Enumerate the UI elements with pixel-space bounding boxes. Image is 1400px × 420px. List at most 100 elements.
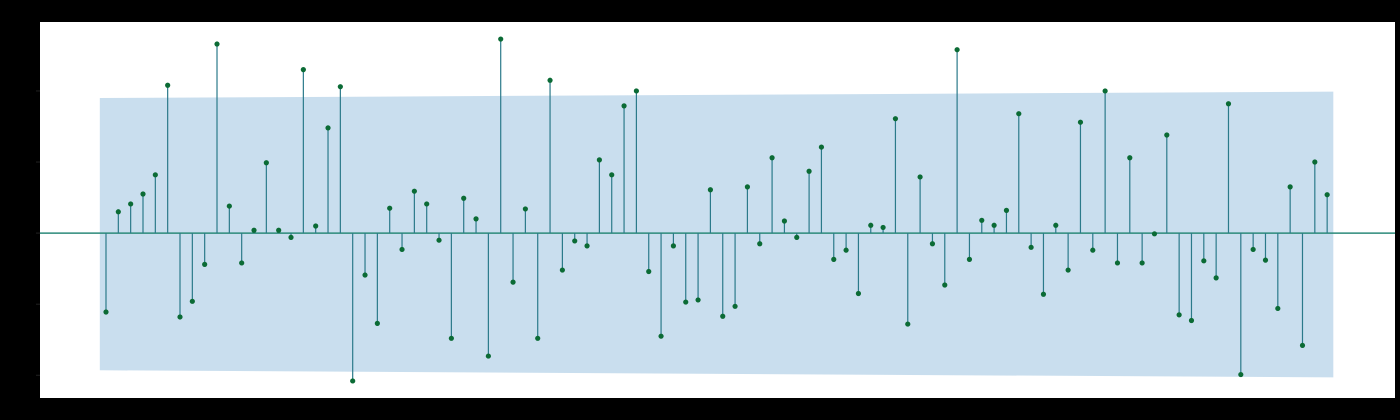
- stem-marker: [276, 227, 282, 233]
- stem-marker: [300, 67, 306, 73]
- stem-marker: [1312, 159, 1318, 165]
- stem-marker: [658, 333, 664, 339]
- stem-marker: [1324, 192, 1330, 198]
- stem-marker: [522, 206, 528, 212]
- stem-marker: [966, 256, 973, 262]
- stem-marker: [1065, 267, 1071, 273]
- stem-marker: [868, 222, 874, 228]
- stem-marker: [1225, 101, 1232, 107]
- stem-marker: [769, 155, 775, 161]
- stem-marker: [954, 47, 960, 53]
- stem-marker: [411, 188, 417, 194]
- stem-marker: [942, 282, 948, 288]
- stem-marker: [559, 267, 565, 273]
- stem-marker: [917, 174, 923, 180]
- stem-marker: [263, 160, 269, 166]
- stem-marker: [202, 261, 208, 267]
- stem-marker: [905, 321, 911, 327]
- stem-marker: [1238, 371, 1244, 378]
- stem-marker: [880, 224, 886, 231]
- stem-marker: [633, 88, 639, 94]
- stem-marker: [424, 201, 430, 207]
- stem-marker: [214, 41, 220, 47]
- stem-marker: [1090, 247, 1096, 253]
- stem-marker: [1114, 260, 1121, 266]
- stem-marker: [609, 172, 615, 178]
- stem-marker: [683, 299, 689, 305]
- stem-marker: [1176, 312, 1182, 318]
- stem-marker: [374, 320, 380, 326]
- stem-marker: [621, 103, 627, 109]
- stem-marker: [1102, 88, 1108, 94]
- stem-marker: [1164, 132, 1170, 138]
- stem-marker: [177, 314, 183, 320]
- stem-marker: [991, 222, 997, 228]
- stem-marker: [325, 125, 331, 131]
- stem-marker: [1213, 275, 1219, 281]
- confidence-band: [99, 91, 1334, 378]
- stem-marker: [189, 298, 195, 304]
- stem-marker: [399, 246, 405, 253]
- stem-marker: [140, 191, 146, 197]
- stem-marker: [1028, 244, 1034, 250]
- stem-marker: [226, 203, 232, 209]
- stem-marker: [362, 272, 368, 278]
- stem-marker: [646, 268, 652, 275]
- stem-marker: [1016, 111, 1022, 117]
- stem-marker: [1188, 317, 1195, 324]
- stem-marker: [239, 260, 245, 266]
- stem-marker: [806, 168, 812, 174]
- stem-marker: [744, 184, 751, 190]
- stem-marker: [103, 309, 109, 315]
- stem-marker: [572, 238, 578, 244]
- stem-marker: [1250, 246, 1256, 253]
- stem-marker: [1003, 207, 1010, 213]
- stem-marker: [473, 216, 479, 222]
- stem-marker: [929, 241, 936, 247]
- stem-marker: [732, 303, 738, 309]
- stem-marker: [436, 237, 442, 243]
- stem-marker: [695, 297, 701, 303]
- stem-marker: [313, 223, 319, 229]
- stem-marker: [670, 243, 677, 249]
- stem-marker: [485, 353, 491, 359]
- stem-marker: [115, 209, 121, 215]
- stem-marker: [165, 82, 171, 88]
- stem-marker: [720, 313, 726, 319]
- stem-marker: [1077, 119, 1084, 125]
- stem-marker: [498, 36, 504, 42]
- stem-marker: [448, 335, 454, 341]
- stem-marker: [1287, 184, 1293, 190]
- stem-marker: [1201, 258, 1207, 264]
- stem-marker: [757, 241, 763, 247]
- stem-marker: [1262, 257, 1269, 263]
- stem-marker: [855, 290, 862, 297]
- stem-marker: [461, 195, 467, 201]
- stem-marker: [781, 218, 788, 224]
- stem-marker: [535, 335, 541, 341]
- stem-marker: [1275, 305, 1281, 312]
- stem-marker: [892, 116, 899, 122]
- stem-marker: [1040, 291, 1047, 297]
- stem-marker: [794, 234, 800, 240]
- stem-marker: [510, 279, 516, 285]
- stem-marker: [1299, 342, 1306, 349]
- stem-marker: [1151, 231, 1158, 237]
- stem-marker: [337, 84, 343, 90]
- stem-marker: [584, 243, 590, 249]
- stem-marker: [1127, 155, 1133, 161]
- stem-marker: [1139, 260, 1145, 266]
- stem-marker: [128, 201, 134, 207]
- stem-marker: [818, 144, 825, 150]
- stem-marker: [707, 187, 714, 193]
- stem-marker: [350, 378, 356, 384]
- stem-marker: [387, 205, 393, 211]
- stem-marker: [547, 77, 553, 83]
- stem-marker: [152, 172, 158, 178]
- stem-marker: [1053, 222, 1059, 228]
- stem-marker: [251, 227, 257, 233]
- stem-marker: [843, 247, 849, 253]
- stem-marker: [596, 157, 602, 163]
- stem-marker: [979, 217, 985, 223]
